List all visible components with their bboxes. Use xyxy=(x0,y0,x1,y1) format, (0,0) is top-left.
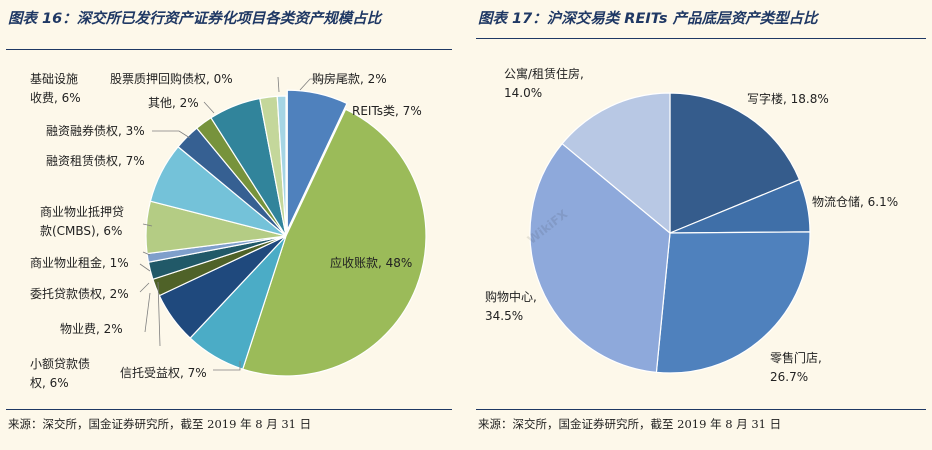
data-label-股票质押回购债权: 股票质押回购债权, 0% xyxy=(110,71,233,86)
leader-line xyxy=(299,78,349,91)
chart-source: 来源：深交所，国金证券研究所，截至 2019 年 8 月 31 日 xyxy=(8,417,312,431)
data-label-购房尾款: 购房尾款, 2% xyxy=(312,71,387,86)
leader-line xyxy=(277,76,280,93)
chart-source: 来源：深交所，国金证券研究所，截至 2019 年 8 月 31 日 xyxy=(478,417,782,431)
data-label-零售门店: 零售门店, 26.7% xyxy=(770,350,822,384)
leader-line xyxy=(213,361,241,371)
title-divider xyxy=(476,38,926,39)
source-divider xyxy=(476,409,926,410)
data-label-商业物业租金: 商业物业租金, 1% xyxy=(30,255,129,270)
leader-line xyxy=(142,251,151,256)
pie-slice-应收账款 xyxy=(241,108,427,377)
chart-title: 图表 16：深交所已发行资产证券化项目各类资产规模占比 xyxy=(8,11,382,27)
source-divider xyxy=(6,409,452,410)
pie-chart-asset-types: WikiFXREITs类, 7%应收账款, 48%信托受益权, 7%小额贷款债权… xyxy=(30,71,427,390)
data-label-融资融券债权: 融资融券债权, 3% xyxy=(46,123,145,138)
pie-slice-购物中心 xyxy=(529,142,671,373)
data-label-购物中心: 购物中心, 34.5% xyxy=(485,289,537,323)
data-label-委托贷款债权: 委托贷款债权, 2% xyxy=(30,287,129,301)
data-label-写字楼: 写字楼, 18.8% xyxy=(747,91,829,106)
leader-line xyxy=(139,282,150,293)
pie-slice-写字楼 xyxy=(669,92,801,234)
data-label-其他: 其他, 2% xyxy=(148,96,199,110)
pie-chart-reits-assets: 写字楼, 18.8% 物流仓储, 6.1% 零售门店, 26.7% 购物中心, 34.5%… xyxy=(485,66,898,384)
pie-slice-REITs类 xyxy=(286,89,348,231)
data-label-物流仓储: 物流仓储, 6.1% xyxy=(812,194,898,209)
data-label-应收账款: 应收账款, 48% xyxy=(330,255,412,270)
data-label-REITs类: REITs类, 7% xyxy=(352,104,422,118)
data-label-CMBS: 商业物业抵押贷款(CMBS), 6% xyxy=(40,204,124,238)
data-label-物业费: 物业费, 2% xyxy=(60,322,123,336)
pie-slice-购房尾款-续 xyxy=(276,95,287,237)
leader-line xyxy=(203,101,215,114)
leader-line xyxy=(139,263,151,272)
data-label-融资租赁债权: 融资租赁债权, 7% xyxy=(46,154,145,168)
leader-line xyxy=(157,281,161,347)
chart-panel-asset-securitization: 图表 16：深交所已发行资产证券化项目各类资产规模占比 WikiFXREITs类… xyxy=(0,0,458,437)
chart-title: 图表 17：沪深交易类 REITs 产品底层资产类型占比 xyxy=(478,11,818,27)
title-divider xyxy=(6,49,452,50)
data-label-基础设施收费: 基础设施收费, 6% xyxy=(30,72,81,105)
pie-slice-零售门店 xyxy=(655,231,811,374)
data-label-公寓-租赁住房: 公寓/租赁住房, 14.0% xyxy=(504,66,584,100)
pie-slice-公寓-租赁住房 xyxy=(561,92,671,235)
data-label-小额贷款债权: 小额贷款债权, 6% xyxy=(30,357,90,390)
leader-line xyxy=(152,130,191,139)
data-label-信托受益权: 信托受益权, 7% xyxy=(120,366,207,380)
leader-line xyxy=(144,292,151,333)
chart-panel-reits: 图表 17：沪深交易类 REITs 产品底层资产类型占比 写字楼, 18.8% 物… xyxy=(470,0,932,437)
leader-line xyxy=(142,223,153,227)
